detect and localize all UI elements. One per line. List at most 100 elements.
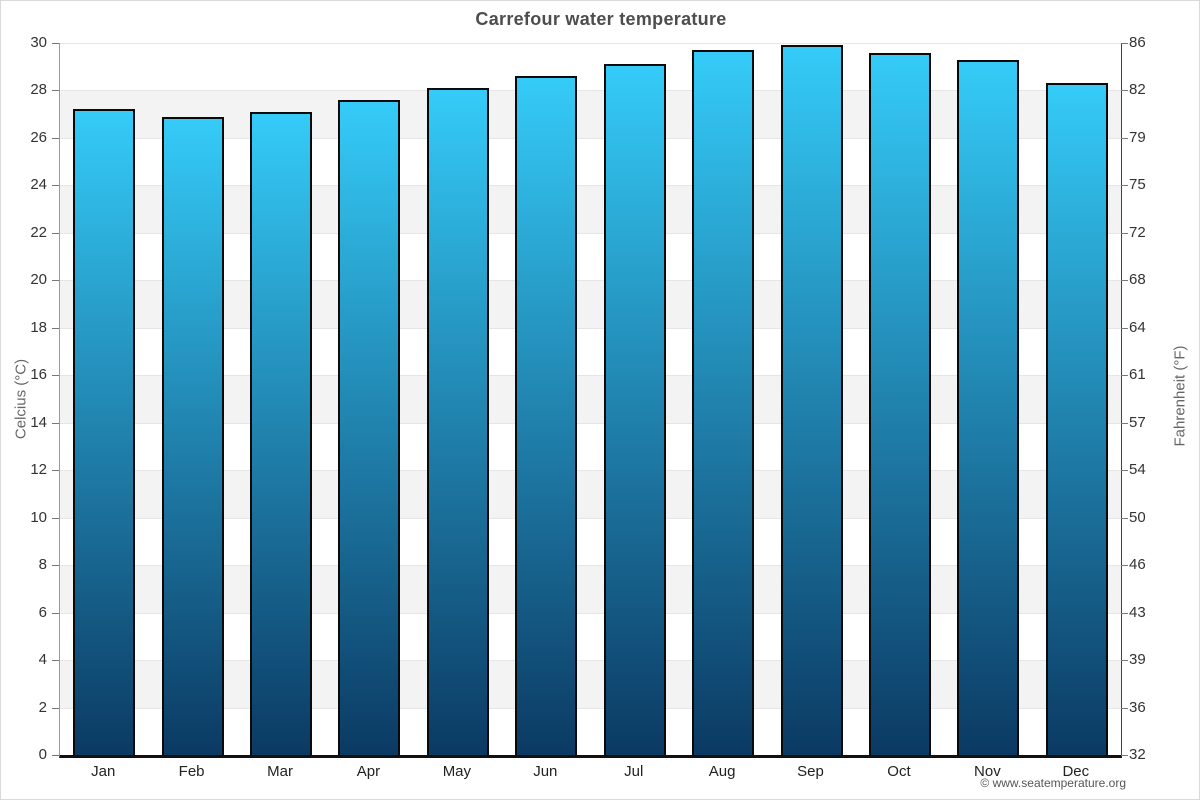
y-tick-right: [1121, 137, 1128, 139]
x-tick-label-may: May: [442, 763, 472, 780]
gridline: [60, 422, 1121, 424]
x-tick-label-aug: Aug: [708, 763, 736, 780]
x-tick-label-mar: Mar: [267, 763, 293, 780]
y-tick-right: [1121, 232, 1128, 234]
y-tick-label-fahrenheit: 54: [1129, 461, 1146, 479]
y-tick-right: [1121, 43, 1128, 44]
plot-band: [60, 327, 1121, 376]
bar-may[interactable]: [426, 88, 489, 755]
plot-band: [60, 660, 1121, 708]
y-tick-label-fahrenheit: 36: [1129, 698, 1146, 716]
y-tick-right: [1121, 185, 1128, 187]
y-tick-left: [52, 755, 59, 756]
plot-band: [60, 375, 1121, 423]
y-tick-left: [52, 660, 59, 662]
bar-jul[interactable]: [603, 64, 666, 755]
bar-aug[interactable]: [692, 50, 755, 755]
y-tick-label-fahrenheit: 86: [1129, 34, 1146, 51]
y-tick-label-fahrenheit: 79: [1129, 128, 1146, 146]
gridline: [60, 660, 1121, 662]
y-tick-left: [52, 707, 59, 709]
bar-mar[interactable]: [250, 111, 313, 755]
y-tick-label-celsius: 0: [38, 746, 47, 763]
plot-band: [60, 232, 1121, 281]
bar-apr[interactable]: [338, 99, 401, 755]
y-tick-right: [1121, 755, 1128, 756]
y-axis-title-fahrenheit: Fahrenheit (°F): [1171, 345, 1189, 447]
y-tick-label-fahrenheit: 43: [1129, 603, 1146, 621]
bar-jan[interactable]: [73, 109, 136, 755]
plot-band: [60, 280, 1121, 328]
y-tick-left: [52, 470, 59, 472]
plot-band: [60, 137, 1121, 186]
bar-jun[interactable]: [515, 76, 578, 755]
bar-sep[interactable]: [780, 45, 843, 755]
y-tick-label-celsius: 20: [30, 271, 47, 289]
plot-band: [60, 185, 1121, 233]
y-tick-label-celsius: 16: [30, 366, 47, 384]
y-tick-label-fahrenheit: 46: [1129, 556, 1146, 574]
x-tick-label-jun: Jun: [533, 763, 558, 780]
y-tick-left: [52, 185, 59, 187]
y-tick-label-celsius: 2: [38, 698, 47, 716]
y-tick-label-fahrenheit: 57: [1129, 413, 1146, 431]
plot-band: [60, 565, 1121, 613]
x-tick-label-apr: Apr: [356, 763, 381, 780]
y-tick-right: [1121, 375, 1128, 377]
gridline: [60, 43, 1121, 44]
plot-band: [60, 517, 1121, 566]
gridline: [60, 565, 1121, 567]
y-tick-label-celsius: 26: [30, 128, 47, 146]
y-tick-left: [52, 517, 59, 519]
y-tick-label-celsius: 22: [30, 223, 47, 241]
y-tick-label-celsius: 10: [30, 508, 47, 526]
plot-area: [59, 43, 1122, 758]
y-tick-left: [52, 327, 59, 329]
attribution-text: © www.seatemperature.org: [980, 776, 1126, 790]
y-tick-left: [52, 90, 59, 92]
chart-title: Carrefour water temperature: [475, 9, 727, 29]
bar-dec[interactable]: [1045, 83, 1108, 755]
plot-band: [60, 422, 1121, 471]
y-tick-label-celsius: 4: [38, 651, 47, 669]
y-tick-label-fahrenheit: 32: [1129, 746, 1146, 763]
x-tick-label-feb: Feb: [178, 763, 205, 780]
y-tick-left: [52, 375, 59, 377]
y-tick-label-celsius: 24: [30, 176, 47, 194]
y-tick-label-fahrenheit: 39: [1129, 651, 1146, 669]
y-tick-right: [1121, 517, 1128, 519]
gridline: [60, 232, 1121, 234]
bar-feb[interactable]: [161, 116, 224, 755]
y-tick-right: [1121, 565, 1128, 567]
gridline: [60, 517, 1121, 519]
y-tick-right: [1121, 660, 1128, 662]
y-tick-label-fahrenheit: 61: [1129, 366, 1146, 384]
gridline: [60, 327, 1121, 329]
y-tick-left: [52, 137, 59, 139]
y-axis-title-celsius: Celcius (°C): [12, 358, 30, 440]
y-tick-label-fahrenheit: 68: [1129, 271, 1146, 289]
gridline: [60, 612, 1121, 614]
y-tick-left: [52, 612, 59, 614]
x-tick-label-jul: Jul: [624, 763, 644, 780]
y-tick-label-celsius: 18: [30, 318, 47, 336]
y-tick-right: [1121, 90, 1128, 92]
y-tick-label-celsius: 8: [38, 556, 47, 574]
y-tick-label-fahrenheit: 75: [1129, 176, 1146, 194]
y-tick-left: [52, 422, 59, 424]
gridline: [60, 90, 1121, 92]
y-tick-left: [52, 232, 59, 234]
gridline: [60, 375, 1121, 377]
y-tick-right: [1121, 707, 1128, 709]
y-tick-right: [1121, 327, 1128, 329]
plot-band: [60, 43, 1121, 91]
x-tick-label-jan: Jan: [91, 763, 116, 780]
gridline: [60, 470, 1121, 472]
y-tick-right: [1121, 612, 1128, 614]
x-tick-label-dec: Dec: [1062, 763, 1090, 780]
bar-nov[interactable]: [957, 59, 1020, 755]
bar-oct[interactable]: [868, 52, 931, 755]
y-tick-label-celsius: 28: [30, 81, 47, 99]
x-tick-label-oct: Oct: [887, 763, 911, 780]
